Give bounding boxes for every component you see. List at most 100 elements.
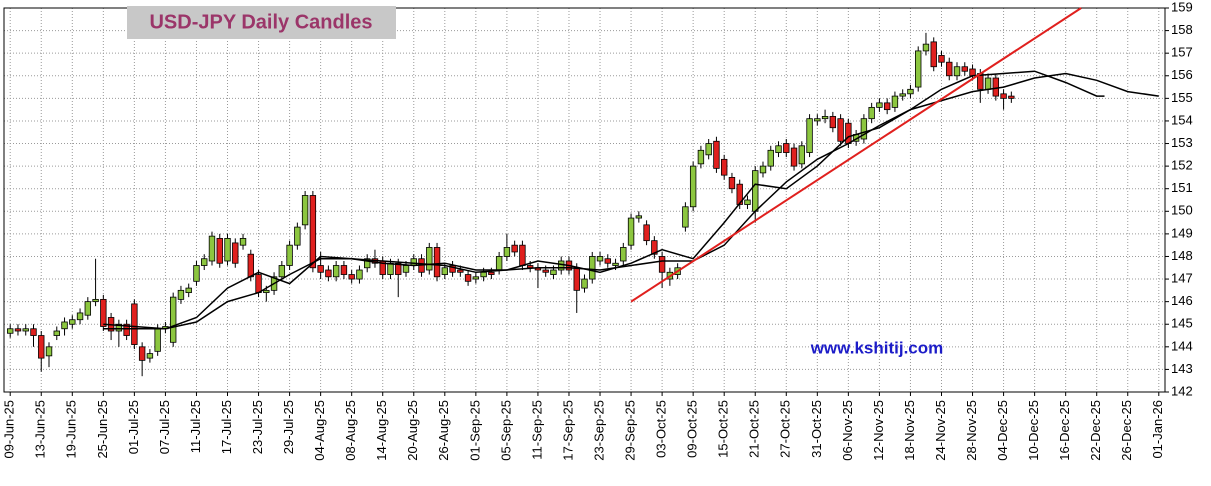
x-tick-label: 17-Jul-25 <box>219 400 234 454</box>
candle-body <box>938 55 945 63</box>
candle-body <box>263 289 270 294</box>
x-tick-label: 01-Sep-25 <box>467 400 482 461</box>
candle-body <box>720 158 728 176</box>
y-tick-label: 156 <box>1171 67 1193 82</box>
x-tick-label: 23-Jul-25 <box>250 400 265 454</box>
candle-body <box>845 122 852 144</box>
y-tick-label: 146 <box>1171 293 1193 308</box>
candle-body <box>232 242 239 264</box>
x-tick-label: 21-Oct-25 <box>747 400 762 458</box>
candle-body <box>713 140 720 169</box>
candle-body <box>1000 93 1007 99</box>
candle-body <box>783 143 790 153</box>
candle-body <box>984 77 992 90</box>
x-tick-label: 10-Dec-25 <box>1026 400 1041 461</box>
candle-body <box>216 237 223 264</box>
x-tick-label: 22-Dec-25 <box>1088 400 1103 461</box>
x-tick-label: 29-Jul-25 <box>281 400 296 454</box>
x-tick-label: 15-Oct-25 <box>716 400 731 458</box>
x-tick-label: 08-Aug-25 <box>343 400 358 461</box>
candle-body <box>92 298 99 303</box>
candle-body <box>30 328 37 336</box>
candle-body <box>759 165 767 174</box>
candle-body <box>907 88 914 95</box>
x-tick-label: 01-Jan-26 <box>1150 400 1165 459</box>
candle-body <box>969 68 976 77</box>
candle-body <box>627 217 635 246</box>
y-tick-label: 145 <box>1171 316 1193 331</box>
candle-body <box>790 147 798 167</box>
candle-body <box>100 298 107 327</box>
candle-body <box>728 177 736 190</box>
x-tick-label: 03-Oct-25 <box>654 400 669 458</box>
y-tick-label: 153 <box>1171 135 1193 150</box>
title-box <box>127 6 396 39</box>
x-tick-label: 04-Aug-25 <box>312 400 327 461</box>
candle-body <box>325 269 332 278</box>
candle-body <box>278 265 286 278</box>
candle-body <box>364 258 371 269</box>
x-tick-label: 06-Nov-25 <box>840 400 855 461</box>
candle-body <box>247 253 254 278</box>
candle-body <box>146 353 154 359</box>
candle-body <box>138 346 146 361</box>
x-tick-label: 13-Jun-25 <box>33 400 48 459</box>
candle-body <box>689 165 697 208</box>
candle-body <box>744 199 751 205</box>
candle-body <box>317 265 324 273</box>
candle-body <box>348 274 355 280</box>
x-tick-label: 23-Sep-25 <box>591 400 606 461</box>
y-tick-label: 151 <box>1171 180 1193 195</box>
candle-body <box>239 237 247 246</box>
moving-average <box>103 70 1105 330</box>
y-tick-label: 150 <box>1171 203 1193 218</box>
candle-body <box>899 93 906 97</box>
candle-body <box>7 328 14 334</box>
y-tick-label: 143 <box>1171 361 1193 376</box>
x-tick-label: 12-Nov-25 <box>871 400 886 461</box>
candle-body <box>84 301 92 316</box>
candle-body <box>76 312 84 321</box>
candle-body <box>177 289 185 300</box>
x-tick-label: 19-Jun-25 <box>64 400 79 459</box>
candle-body <box>558 260 565 271</box>
x-tick-label: 09-Jun-25 <box>2 400 17 459</box>
candle-body <box>14 328 22 332</box>
candle-body <box>806 118 813 153</box>
x-tick-label: 25-Jun-25 <box>95 400 110 459</box>
y-tick-label: 158 <box>1171 22 1193 37</box>
x-tick-label: 09-Oct-25 <box>685 400 700 458</box>
candle-body <box>643 224 650 242</box>
candle-body <box>635 215 643 219</box>
candle-body <box>596 256 604 262</box>
candle-body <box>433 247 441 278</box>
x-tick-label: 27-Oct-25 <box>778 400 793 458</box>
x-tick-label: 26-Dec-25 <box>1119 400 1134 461</box>
candle-body <box>581 278 588 289</box>
candle-body <box>201 258 208 266</box>
candle-body <box>38 335 45 359</box>
x-tick-label: 05-Sep-25 <box>498 400 513 461</box>
candle-body <box>309 195 317 269</box>
candle-body <box>798 145 805 165</box>
x-tick-label: 14-Aug-25 <box>374 400 389 461</box>
candle-body <box>410 258 417 266</box>
candle-body <box>821 116 829 120</box>
candle-body <box>883 102 891 111</box>
candle-body <box>224 237 231 262</box>
candle-body <box>464 274 472 282</box>
candle-body <box>472 276 480 280</box>
grid <box>4 7 1165 393</box>
candle-body <box>946 61 953 77</box>
candle-body <box>915 50 922 88</box>
plot-frame <box>3 7 1166 393</box>
candle-body <box>658 256 666 273</box>
candle-body <box>301 195 309 226</box>
candle-body <box>620 247 627 262</box>
x-tick-label: 11-Jul-25 <box>188 400 203 453</box>
candle-body <box>488 271 495 275</box>
watermark: www.kshitij.com <box>810 338 944 357</box>
x-tick-label: 16-Dec-25 <box>1057 400 1072 461</box>
candle-body <box>402 265 410 273</box>
